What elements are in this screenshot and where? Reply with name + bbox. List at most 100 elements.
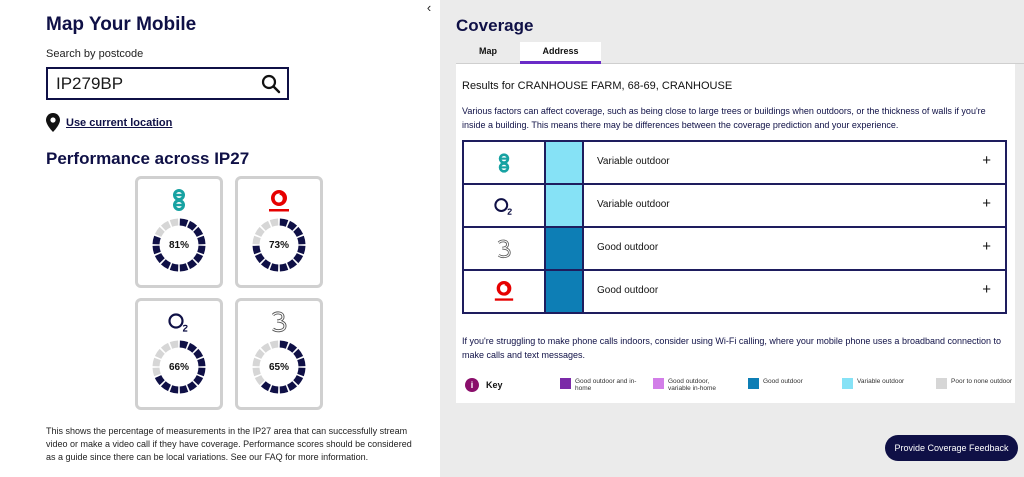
ring-segment	[193, 226, 204, 238]
legend-swatch	[842, 378, 853, 389]
ring-segment	[186, 259, 198, 270]
expand-icon[interactable]: +	[982, 238, 991, 255]
coverage-row-three[interactable]: Good outdoor +	[462, 226, 1007, 271]
three-logo-icon	[464, 228, 546, 269]
ring-segment	[179, 218, 189, 227]
tab-address[interactable]: Address	[520, 42, 601, 64]
coverage-tabs: Map Address	[456, 42, 1024, 64]
ring-segment	[286, 220, 298, 231]
ring-segment	[160, 220, 172, 231]
ring-segment	[260, 342, 272, 353]
postcode-input[interactable]	[48, 69, 248, 98]
performance-description: This shows the percentage of measurement…	[46, 426, 412, 462]
ring-segment	[179, 340, 189, 349]
coverage-swatch	[546, 271, 584, 312]
coverage-row-ee[interactable]: Variable outdoor +	[462, 140, 1007, 185]
ee-logo-icon	[464, 142, 546, 183]
legend-label: Good outdoor and in-home	[575, 378, 637, 392]
o2-logo-icon	[464, 185, 546, 226]
ring-segment	[279, 340, 289, 349]
ring-segment	[252, 357, 261, 367]
ring-segment	[269, 218, 279, 227]
expand-icon[interactable]: +	[982, 152, 991, 169]
coverage-label: Variable outdoor	[597, 199, 670, 210]
key-label: Key	[486, 380, 503, 390]
coverage-swatch	[546, 142, 584, 183]
ring-segment	[154, 226, 165, 238]
ring-segment	[179, 385, 189, 394]
ring-segment	[197, 367, 206, 377]
ring-segment	[297, 235, 306, 245]
three-logo-icon	[238, 311, 320, 333]
ring-segment	[252, 245, 261, 255]
tab-map[interactable]: Map	[479, 46, 497, 56]
page-title: Map Your Mobile	[46, 14, 197, 35]
ring-segment	[269, 263, 279, 272]
ring-segment	[169, 340, 179, 349]
search-icon[interactable]	[261, 74, 281, 94]
coverage-label: Variable outdoor	[597, 156, 670, 167]
results-heading: Results for CRANHOUSE FARM, 68-69, CRANH…	[462, 80, 733, 92]
ring-segment	[152, 367, 161, 377]
ring-segment	[197, 245, 206, 255]
ring-segment	[152, 245, 161, 255]
ring-segment	[252, 367, 261, 377]
search-box	[46, 67, 289, 100]
performance-percent: 65%	[268, 362, 289, 373]
performance-card-ee: 81%	[135, 176, 223, 288]
performance-card-three: 65%	[235, 298, 323, 410]
vodafone-logo-icon	[464, 271, 546, 312]
ring-segment	[254, 252, 265, 264]
info-icon[interactable]: i	[465, 378, 479, 392]
ring-segment	[152, 357, 161, 367]
ring-segment	[197, 357, 206, 367]
performance-percent: 81%	[168, 240, 189, 251]
legend-label: Good outdoor, variable in-home	[668, 378, 717, 392]
use-location-link[interactable]: Use current location	[66, 116, 173, 129]
right-panel: Coverage Map Address Results for CRANHOU…	[445, 0, 1024, 477]
legend-swatch	[936, 378, 947, 389]
ring-segment	[297, 367, 306, 377]
ring-segment	[186, 381, 198, 392]
legend-key: i Key Good outdoor and in-home Good outd…	[462, 376, 1012, 396]
ring-segment	[260, 259, 272, 270]
coverage-swatch	[546, 228, 584, 269]
ring-segment	[154, 348, 165, 360]
provide-feedback-button[interactable]: Provide Coverage Feedback	[885, 435, 1018, 461]
legend-item: Good outdoor	[748, 378, 825, 389]
use-location-row[interactable]: Use current location	[46, 113, 172, 132]
ring-segment	[293, 226, 304, 238]
coverage-row-o2[interactable]: Variable outdoor +	[462, 183, 1007, 228]
ring-segment	[169, 385, 179, 394]
expand-icon[interactable]: +	[982, 195, 991, 212]
performance-ring	[152, 218, 206, 272]
coverage-table: Variable outdoor + Variable outdoor +	[462, 140, 1007, 314]
legend-label: Poor to none outdoor	[951, 378, 1013, 385]
ring-segment	[179, 263, 189, 272]
ring-segment	[154, 374, 165, 386]
ring-segment	[186, 220, 198, 231]
ring-segment	[269, 385, 279, 394]
ring-segment	[160, 259, 172, 270]
ring-segment	[279, 218, 289, 227]
expand-icon[interactable]: +	[982, 281, 991, 298]
performance-ring	[252, 218, 306, 272]
coverage-row-vodafone[interactable]: Good outdoor +	[462, 269, 1007, 314]
ring-segment	[193, 252, 204, 264]
legend-swatch	[560, 378, 571, 389]
ring-segment	[169, 218, 179, 227]
ring-segment	[293, 348, 304, 360]
performance-title: Performance across IP27	[46, 149, 250, 168]
ring-segment	[269, 340, 279, 349]
ring-segment	[154, 252, 165, 264]
legend-item: Poor to none outdoor	[936, 378, 1013, 389]
address-content: Results for CRANHOUSE FARM, 68-69, CRANH…	[456, 64, 1015, 403]
vodafone-logo-icon	[238, 189, 320, 215]
legend-label: Good outdoor	[763, 378, 803, 385]
ring-segment	[254, 374, 265, 386]
legend-swatch	[748, 378, 759, 389]
coverage-title: Coverage	[456, 16, 534, 35]
ring-segment	[260, 381, 272, 392]
ring-segment	[297, 357, 306, 367]
chevron-left-icon[interactable]: ‹	[426, 0, 432, 15]
